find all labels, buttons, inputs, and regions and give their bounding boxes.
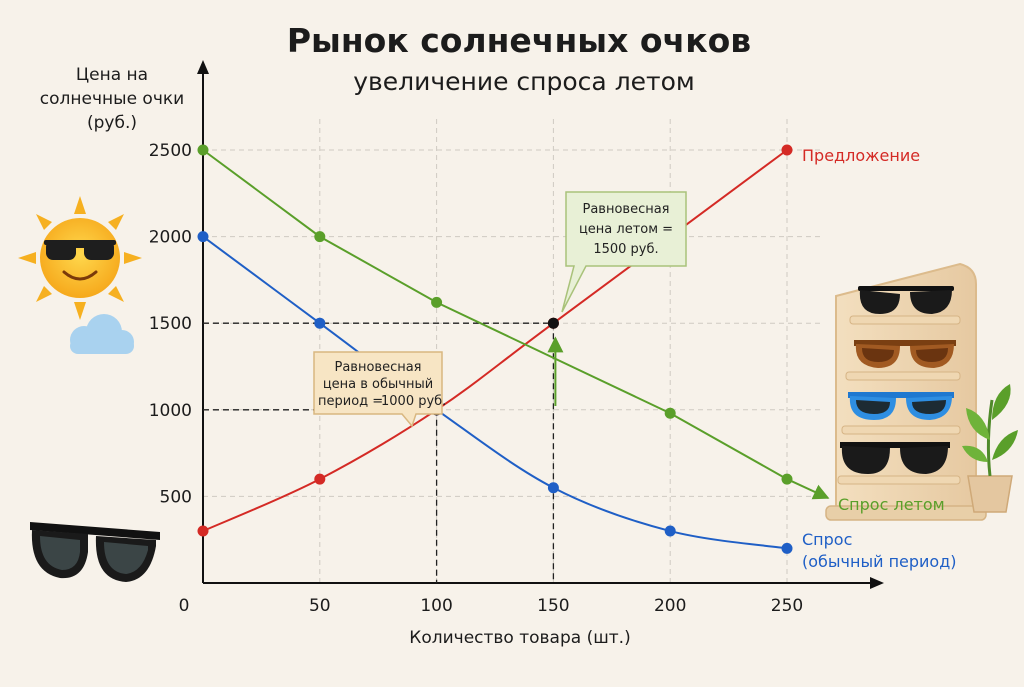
axes: 0 50 100 150 200 250 500 1000 1500 2000 2500: [149, 60, 884, 616]
callout-summer: Равновесная цена летом = 1500 руб.: [561, 191, 687, 313]
callout-line-1-normal: Равновесная: [334, 360, 421, 375]
grid: [203, 115, 823, 583]
series-line-demand_normal: [202, 235, 788, 550]
data-point-demand_summer-2: [431, 296, 443, 308]
cloud-icon: [70, 314, 134, 354]
sunglasses-display-stand-icon: [825, 262, 987, 521]
sun-with-sunglasses-icon: [18, 196, 142, 320]
y-axis-label-line-1: Цена на: [76, 65, 148, 85]
x-tick-label-50: 50: [309, 596, 331, 616]
callout-box-normal: [313, 351, 443, 428]
series-line-demand_summer: [202, 149, 788, 480]
data-point-supply-4: [781, 144, 793, 156]
callout-line-2-normal: цена в обычный: [323, 377, 433, 392]
y-axis-label-line-3: (руб.): [87, 113, 137, 133]
y-tick-label-2000: 2000: [149, 228, 192, 248]
x-tick-label-0: 0: [179, 596, 190, 616]
callout-line-1-summer: Равновесная: [582, 202, 669, 217]
data-point-demand_normal-5: [781, 542, 793, 554]
y-tick-label-1000: 1000: [149, 401, 192, 421]
data-point-demand_summer-1: [314, 231, 326, 243]
callout-normal: Равновесная цена в обычный период = 1000 р…: [313, 351, 446, 428]
callout-line-2-summer: цена летом =: [579, 222, 673, 237]
series-label-supply: Предложение: [802, 146, 920, 165]
callout-line-3-normal: период =: [318, 394, 383, 409]
x-tick-label-150: 150: [537, 596, 569, 616]
x-tick-label-250: 250: [771, 596, 803, 616]
x-tick-label-100: 100: [420, 596, 452, 616]
y-axis-label-line-2: солнечные очки: [40, 89, 184, 109]
chart-title: Рынок солнечных очков: [287, 21, 751, 60]
callout-value-summer: 1500 руб.: [593, 242, 658, 257]
data-point-demand_summer-3: [664, 407, 676, 419]
series-label-demand-normal: Спрос: [802, 530, 852, 549]
data-point-demand_normal-4: [664, 525, 676, 537]
y-tick-label-500: 500: [160, 487, 192, 507]
y-tick-label-1500: 1500: [149, 314, 192, 334]
series-label-demand-summer: Спрос летом: [838, 495, 945, 514]
data-point-supply-0: [197, 525, 209, 537]
callout-value-normal: 1000 руб.: [381, 394, 446, 409]
series-label-demand-normal-line-2: (обычный период): [802, 552, 957, 571]
chart-subtitle: увеличение спроса летом: [353, 67, 695, 96]
legend-layer: Предложение Спрос (обычный период) Спрос ле…: [802, 146, 957, 571]
potted-plant-icon: [962, 384, 1018, 513]
x-tick-label-200: 200: [654, 596, 686, 616]
sunglasses-icon: [30, 522, 160, 582]
x-axis-label: Количество товара (шт.): [409, 628, 630, 648]
callout-box-summer: [561, 191, 687, 313]
y-axis-arrowhead: [197, 60, 209, 74]
data-point-demand_normal-3: [547, 482, 559, 494]
data-point-demand_normal-1: [314, 317, 326, 329]
callouts-layer: Равновесная цена в обычный период = 1000 р…: [313, 191, 687, 428]
equilibrium-point-summer: [547, 317, 559, 329]
data-point-demand_summer-0: [197, 144, 209, 156]
x-axis-arrowhead: [870, 577, 884, 589]
series-layer: [197, 144, 830, 554]
summer-demand-arrow: [786, 478, 830, 500]
y-tick-label-2500: 2500: [149, 141, 192, 161]
series-line-supply: [202, 149, 788, 532]
data-point-demand_normal-0: [197, 231, 209, 243]
data-point-supply-1: [314, 473, 326, 485]
